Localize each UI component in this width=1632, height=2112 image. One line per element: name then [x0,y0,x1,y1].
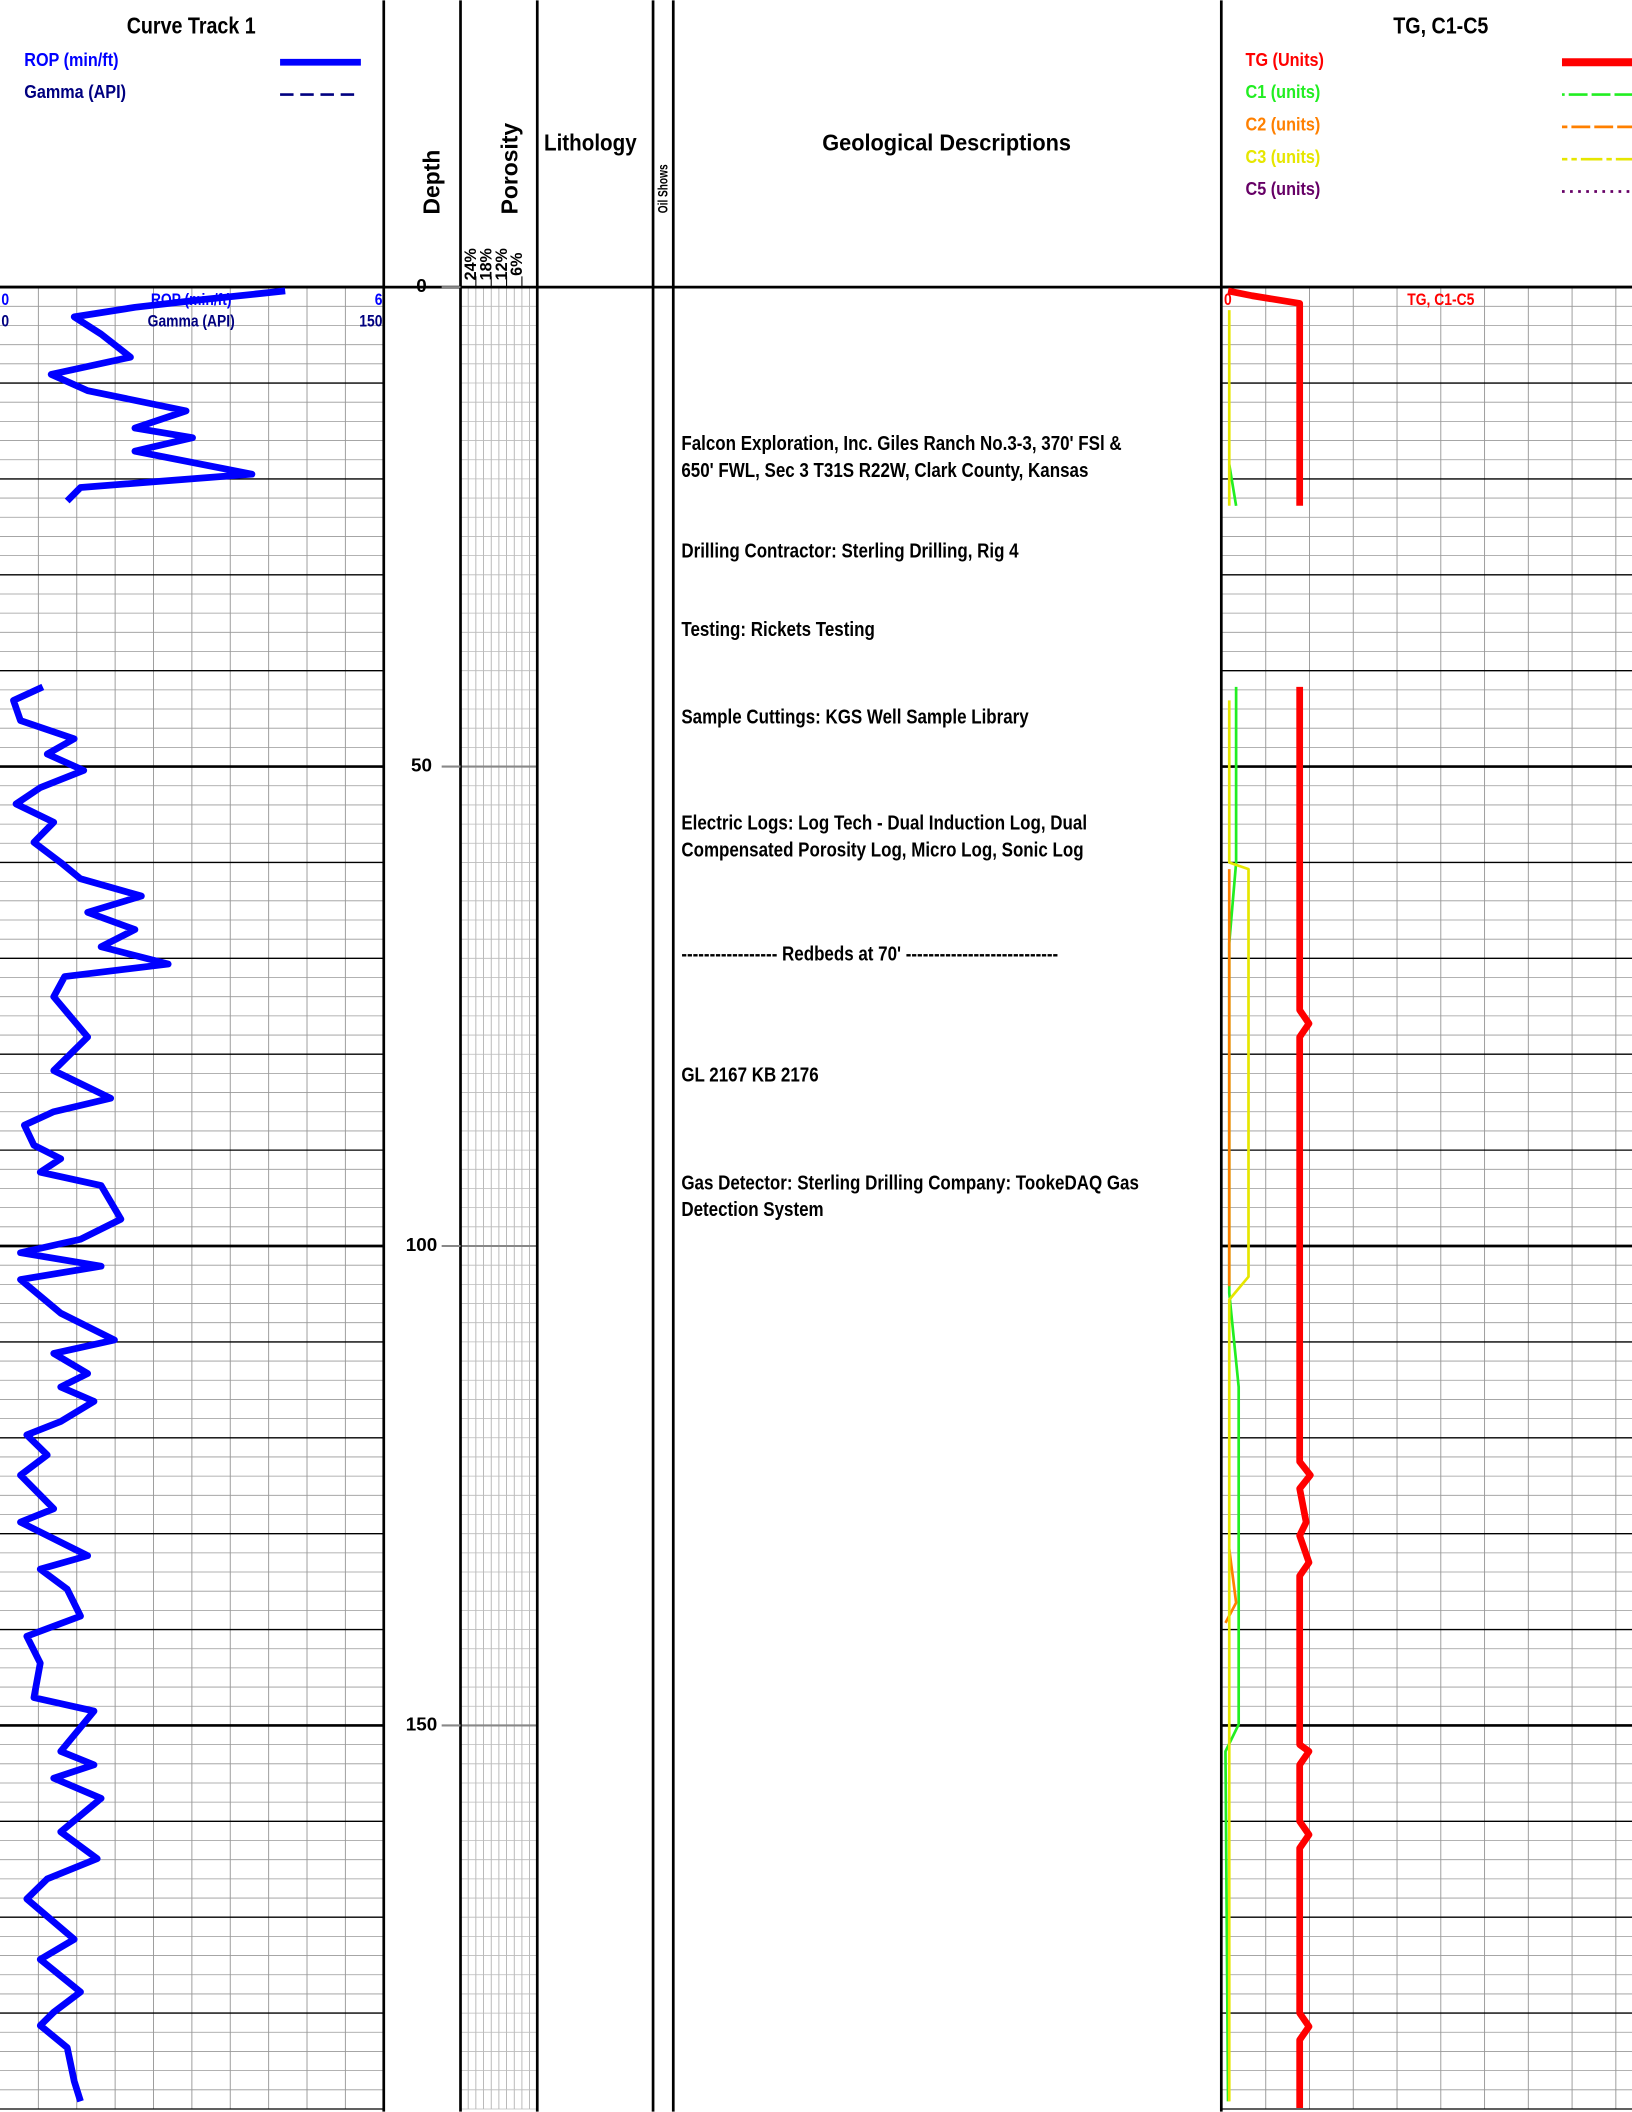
scale-max: 6 [375,291,383,309]
depth-tick-label: 100 [406,1234,437,1255]
legend-label: C5 (units) [1246,178,1321,199]
description-line: ----------------- Redbeds at 70' -------… [681,942,1058,965]
description-line: Detection System [681,1198,823,1221]
description-line: 650' FWL, Sec 3 T31S R22W, Clark County,… [681,459,1088,482]
oil-shows-label: Oil Shows [655,164,671,213]
gas-scale-name: TG, C1-C5 [1407,291,1474,309]
gas-title: TG, C1-C5 [1393,13,1488,39]
depth-tick-label: 0 [416,275,426,296]
depth-tick-label: 150 [406,1713,437,1734]
scale-name: Gamma (API) [148,312,235,330]
legend-label: TG (Units) [1246,49,1324,70]
legend-label: Gamma (API) [24,81,126,102]
description-line: Gas Detector: Sterling Drilling Company:… [681,1171,1139,1194]
porosity-tick-label: 12% [493,248,511,280]
depth-label: Depth [419,150,445,215]
legend-label: C2 (units) [1246,113,1321,134]
description-line: Testing: Rickets Testing [681,617,874,640]
gas-scale-min: 0 [1224,291,1232,309]
rop-curve [10,287,286,2103]
scale-min: 0 [1,312,9,330]
description-line: Sample Cuttings: KGS Well Sample Library [681,705,1029,728]
porosity-tick-label: 18% [477,248,495,280]
track-title: Curve Track 1 [127,13,256,39]
scale-max: 150 [359,312,382,330]
description-line: Electric Logs: Log Tech - Dual Induction… [681,811,1087,834]
description-line: Falcon Exploration, Inc. Giles Ranch No.… [681,432,1121,455]
descriptions-title: Geological Descriptions [822,130,1071,156]
porosity-tick-label: 6% [508,253,526,276]
legend-label: C1 (units) [1246,81,1321,102]
porosity-label: Porosity [497,123,523,215]
description-line: GL 2167 KB 2176 [681,1063,818,1086]
lithology-label: Lithology [544,129,637,155]
description-line: Drilling Contractor: Sterling Drilling, … [681,539,1019,562]
gas-curve [1227,310,1250,2102]
gas-curve [1227,287,1314,2109]
scale-min: 0 [1,291,9,309]
gas-curve [1224,464,1241,2102]
porosity-tick-label: 24% [462,248,480,280]
legend-label: ROP (min/ft) [24,49,118,70]
depth-tick-label: 50 [411,755,432,776]
legend-label: C3 (units) [1246,146,1321,167]
description-line: Compensated Porosity Log, Micro Log, Son… [681,838,1083,861]
